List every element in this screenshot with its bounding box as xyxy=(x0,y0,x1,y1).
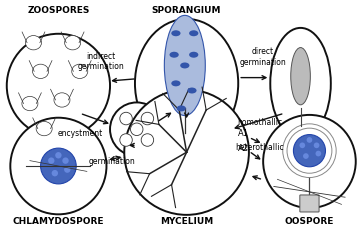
Text: ZOOSPORES: ZOOSPORES xyxy=(27,6,90,15)
Ellipse shape xyxy=(120,134,132,146)
Ellipse shape xyxy=(51,170,58,176)
Ellipse shape xyxy=(110,102,163,156)
Ellipse shape xyxy=(65,36,81,50)
Ellipse shape xyxy=(54,93,70,107)
Ellipse shape xyxy=(62,157,69,164)
Circle shape xyxy=(171,80,181,86)
Ellipse shape xyxy=(48,157,54,164)
Text: CHLAMYDOSPORE: CHLAMYDOSPORE xyxy=(13,217,104,226)
Ellipse shape xyxy=(72,64,88,79)
Ellipse shape xyxy=(314,143,319,148)
Ellipse shape xyxy=(36,122,52,136)
Circle shape xyxy=(180,62,189,68)
Text: direct
germination: direct germination xyxy=(240,47,287,67)
Ellipse shape xyxy=(26,36,41,50)
Ellipse shape xyxy=(131,123,143,136)
Ellipse shape xyxy=(141,112,154,125)
Text: SPORANGIUM: SPORANGIUM xyxy=(152,6,221,15)
Text: A2: A2 xyxy=(238,144,249,153)
Ellipse shape xyxy=(303,153,309,159)
Text: heterothallic: heterothallic xyxy=(235,143,284,152)
Ellipse shape xyxy=(55,152,62,158)
Text: homothallic: homothallic xyxy=(237,118,282,127)
Circle shape xyxy=(189,52,198,58)
Text: germination: germination xyxy=(89,157,135,166)
Text: encystment: encystment xyxy=(57,129,102,138)
Ellipse shape xyxy=(315,151,321,156)
Ellipse shape xyxy=(41,148,76,184)
Text: OOSPORE: OOSPORE xyxy=(285,217,334,226)
Circle shape xyxy=(189,30,198,36)
Ellipse shape xyxy=(287,128,332,173)
Ellipse shape xyxy=(291,48,310,105)
Circle shape xyxy=(177,105,186,111)
Ellipse shape xyxy=(293,135,325,167)
Text: A1: A1 xyxy=(238,129,249,138)
Ellipse shape xyxy=(141,134,154,146)
Circle shape xyxy=(170,52,179,58)
Text: indirect
germination: indirect germination xyxy=(78,52,125,71)
Circle shape xyxy=(187,88,197,94)
Ellipse shape xyxy=(22,96,38,111)
Ellipse shape xyxy=(32,64,49,79)
FancyBboxPatch shape xyxy=(300,195,319,212)
Ellipse shape xyxy=(10,118,107,214)
Circle shape xyxy=(171,30,181,36)
Ellipse shape xyxy=(300,143,305,148)
Ellipse shape xyxy=(283,124,336,178)
Ellipse shape xyxy=(64,166,71,173)
Ellipse shape xyxy=(307,137,312,143)
Ellipse shape xyxy=(120,112,132,125)
Ellipse shape xyxy=(164,15,205,116)
Ellipse shape xyxy=(124,90,249,215)
Ellipse shape xyxy=(263,115,356,208)
Ellipse shape xyxy=(270,28,331,139)
Ellipse shape xyxy=(135,19,238,148)
Ellipse shape xyxy=(7,34,110,137)
Text: MYCELIUM: MYCELIUM xyxy=(160,217,213,226)
